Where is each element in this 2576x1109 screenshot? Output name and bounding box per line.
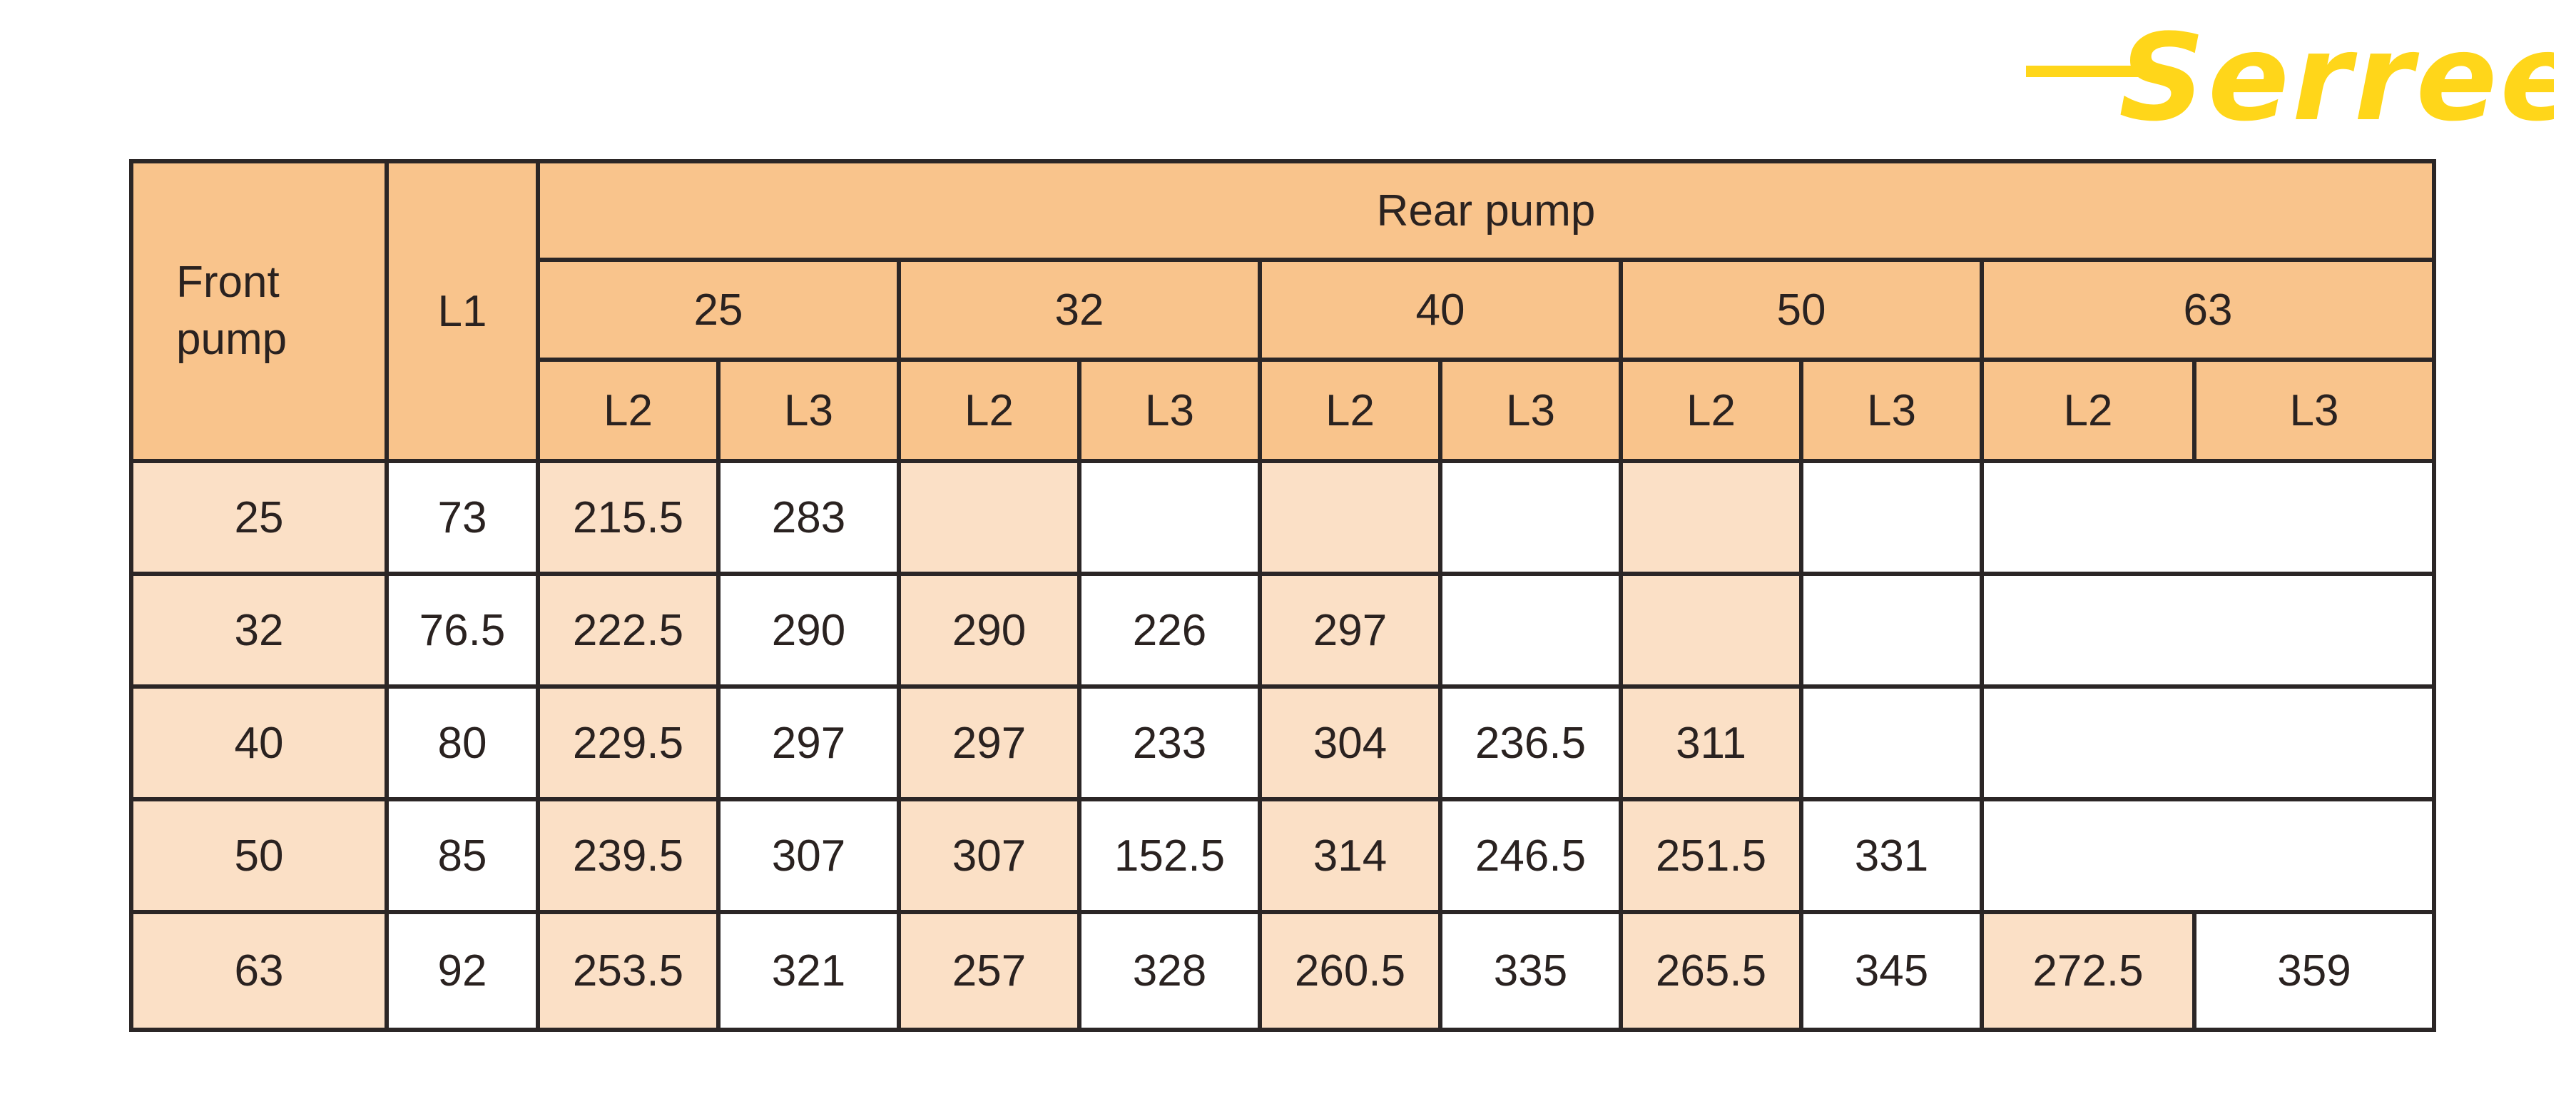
value-cell: 283: [716, 459, 901, 576]
l2-subheader: L2: [1619, 358, 1803, 463]
front-size-cell: 40: [129, 684, 389, 801]
value-cell: 290: [897, 572, 1081, 689]
value-cell: 297: [897, 684, 1081, 801]
value-cell: 297: [716, 684, 901, 801]
table-row: 40 80 229.5 297 297 233 304 236.5 311: [129, 684, 2437, 801]
l2-subheader: L2: [536, 358, 721, 463]
front-size-cell: 25: [129, 459, 389, 576]
logo-speed-line: [2026, 66, 2162, 77]
l3-subheader: L3: [1438, 358, 1623, 463]
value-cell: 307: [897, 797, 1081, 914]
l3-subheader: L3: [2191, 358, 2437, 463]
rear-size-header: 40: [1258, 258, 1623, 362]
value-cell: 321: [716, 910, 901, 1032]
table-row: 32 76.5 222.5 290 290 226 297: [129, 572, 2437, 689]
value-cell: 215.5: [536, 459, 721, 576]
value-cell: 236.5: [1438, 684, 1623, 801]
l2-subheader: L2: [1980, 358, 2196, 463]
value-cell: 311: [1619, 684, 1803, 801]
table-row: 25 73 215.5 283: [129, 459, 2437, 576]
value-cell: 272.5: [1980, 910, 2196, 1032]
rear-size-header: 50: [1619, 258, 1984, 362]
empty-63-cell: [1979, 684, 2437, 801]
rear-size-header: 32: [897, 258, 1262, 362]
empty-63-cell: [1979, 797, 2437, 914]
pump-dimension-table: Front pump L1 Rear pump 25 32 40 50 63 L…: [129, 159, 2437, 1032]
l1-cell: 73: [385, 459, 540, 576]
value-cell: [1438, 459, 1623, 576]
l3-subheader: L3: [1799, 358, 1984, 463]
value-cell: 314: [1258, 797, 1442, 914]
empty-63-cell: [1979, 572, 2437, 689]
l1-cell: 76.5: [385, 572, 540, 689]
serreen-logo: Serreen: [2026, 16, 2554, 137]
value-cell: 260.5: [1258, 910, 1442, 1032]
value-cell: 152.5: [1077, 797, 1262, 914]
value-cell: 233: [1077, 684, 1262, 801]
value-cell: 257: [897, 910, 1081, 1032]
rear-size-header: 25: [536, 258, 901, 362]
l1-cell: 92: [385, 910, 540, 1032]
value-cell: 335: [1438, 910, 1623, 1032]
front-size-cell: 63: [129, 910, 389, 1032]
value-cell: 297: [1258, 572, 1442, 689]
l3-subheader: L3: [1077, 358, 1262, 463]
value-cell: [1799, 459, 1984, 576]
value-cell: 251.5: [1619, 797, 1803, 914]
value-cell: 239.5: [536, 797, 721, 914]
rear-size-header: 63: [1979, 258, 2437, 362]
value-cell: 290: [716, 572, 901, 689]
value-cell: [1619, 572, 1803, 689]
front-pump-header-line1: Front: [176, 258, 280, 307]
value-cell: [897, 459, 1081, 576]
rear-pump-header: Rear pump: [535, 159, 2437, 262]
front-pump-header-line2: pump: [176, 315, 287, 364]
l1-cell: 85: [385, 797, 540, 914]
value-cell: 331: [1799, 797, 1984, 914]
l2-subheader: L2: [897, 358, 1081, 463]
value-cell: [1619, 459, 1803, 576]
table-row: 50 85 239.5 307 307 152.5 314 246.5 251.…: [129, 797, 2437, 914]
value-cell: 253.5: [536, 910, 721, 1032]
value-cell: 304: [1258, 684, 1442, 801]
value-cell: 246.5: [1438, 797, 1623, 914]
table-row: 63 92 253.5 321 257 328 260.5 335 265.5 …: [129, 910, 2437, 1032]
value-cell: 265.5: [1619, 910, 1803, 1032]
value-cell: 345: [1799, 910, 1984, 1032]
l2-subheader: L2: [1258, 358, 1442, 463]
value-cell: 359: [2191, 910, 2437, 1032]
l1-cell: 80: [385, 684, 540, 801]
empty-63-cell: [1979, 459, 2437, 576]
front-size-cell: 32: [129, 572, 389, 689]
value-cell: [1799, 572, 1984, 689]
value-cell: [1077, 459, 1262, 576]
value-cell: [1258, 459, 1442, 576]
front-size-cell: 50: [129, 797, 389, 914]
value-cell: 307: [716, 797, 901, 914]
value-cell: 226: [1077, 572, 1262, 689]
value-cell: 229.5: [536, 684, 721, 801]
value-cell: [1438, 572, 1623, 689]
value-cell: [1799, 684, 1984, 801]
l1-header: L1: [385, 159, 540, 463]
l3-subheader: L3: [716, 358, 901, 463]
logo-text: Serreen: [2119, 16, 2554, 137]
front-pump-header: Front pump: [129, 159, 389, 463]
value-cell: 328: [1077, 910, 1262, 1032]
value-cell: 222.5: [536, 572, 721, 689]
